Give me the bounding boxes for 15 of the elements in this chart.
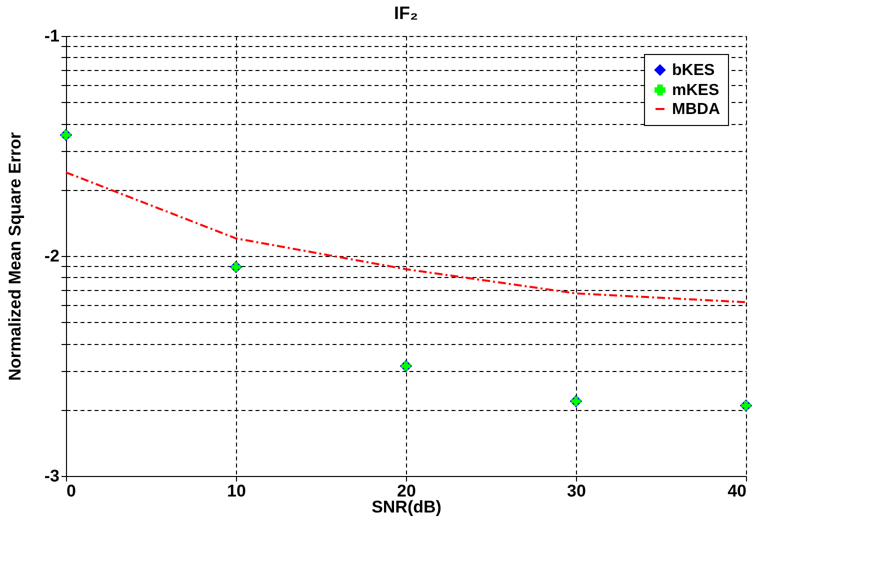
- chart-title: IF₂: [394, 3, 418, 23]
- x-tick-label: 40: [728, 482, 746, 500]
- y-tick-label: -2: [44, 246, 60, 266]
- y-tick-label: -3: [44, 466, 60, 486]
- line-series: [65, 171, 747, 304]
- y-tick-label: -1: [44, 26, 60, 46]
- x-tick-label: 20: [397, 482, 416, 500]
- x-axis-title: SNR(dB): [372, 498, 442, 516]
- legend-label: mKES: [672, 82, 720, 99]
- x-tick-label: 0: [66, 482, 76, 500]
- x-tick-label: 10: [227, 482, 246, 500]
- legend-label: MBDA: [672, 101, 720, 118]
- legend-label: bKES: [672, 62, 715, 79]
- y-axis-title: Normalized Mean Square Error: [5, 132, 24, 381]
- x-tick-label: 30: [567, 482, 586, 500]
